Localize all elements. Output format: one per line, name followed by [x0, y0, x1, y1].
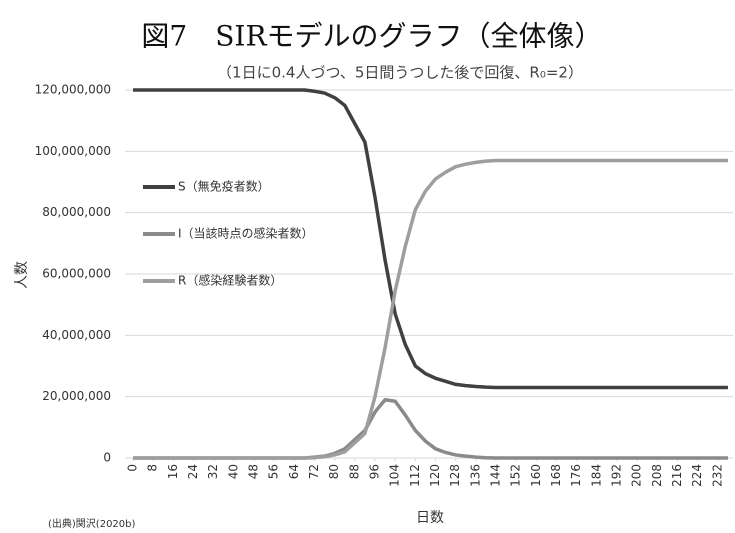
x-tick-label: 152: [509, 464, 523, 487]
x-tick-label: 16: [166, 464, 180, 479]
x-tick-label: 48: [247, 464, 261, 479]
x-tick-label: 32: [206, 464, 220, 479]
x-tick-label: 24: [186, 464, 200, 479]
y-tick-label: 40,000,000: [42, 328, 111, 342]
x-tick-label: 160: [529, 464, 543, 487]
x-tick-label: 56: [267, 464, 281, 479]
x-tick-label: 224: [690, 464, 704, 487]
x-tick-label: 128: [448, 464, 462, 487]
y-tick-label: 20,000,000: [42, 389, 111, 403]
x-tick-label: 208: [650, 464, 664, 487]
x-tick-label: 176: [569, 464, 583, 487]
x-tick-label: 136: [468, 464, 482, 487]
x-tick-label: 64: [287, 464, 301, 479]
x-tick-label: 8: [146, 464, 160, 472]
x-tick-label: 80: [327, 464, 341, 479]
x-tick-label: 184: [589, 464, 603, 487]
x-tick-label: 72: [307, 464, 321, 479]
series-line: [133, 158, 728, 460]
y-tick-label: 80,000,000: [42, 205, 111, 219]
y-axis-label: 人数: [14, 261, 30, 289]
x-tick-label: 200: [630, 464, 644, 487]
x-tick-label: 96: [368, 464, 382, 479]
y-tick-label: 60,000,000: [42, 267, 111, 281]
series-line: [133, 397, 728, 460]
chart-title: 図7 SIRモデルのグラフ（全体像）: [141, 20, 602, 53]
legend-label: S（無免疫者数）: [178, 179, 270, 194]
x-tick-label: 104: [388, 464, 402, 487]
x-tick-label: 40: [226, 464, 240, 479]
x-tick-label: 112: [408, 464, 422, 487]
x-tick-label: 168: [549, 464, 563, 487]
series-line: [133, 88, 728, 390]
x-tick-label: 192: [610, 464, 624, 487]
x-tick-label: 120: [428, 464, 442, 487]
x-axis-label: 日数: [416, 510, 444, 526]
y-tick-label: 0: [103, 451, 111, 465]
y-tick-label: 120,000,000: [35, 83, 111, 97]
source-note: (出典)関沢(2020b): [48, 517, 136, 530]
legend-label: R（感染経験者数）: [178, 273, 282, 288]
x-tick-label: 232: [710, 464, 724, 487]
chart-subtitle: （1日に0.4人づつ、5日間うつした後で回復、R₀=2）: [217, 64, 583, 82]
x-tick-label: 144: [489, 464, 503, 487]
y-tick-label: 100,000,000: [35, 144, 111, 158]
legend-label: I（当該時点の感染者数）: [178, 226, 314, 241]
x-tick-label: 0: [126, 464, 140, 472]
x-tick-label: 216: [670, 464, 684, 487]
x-tick-label: 88: [347, 464, 361, 479]
